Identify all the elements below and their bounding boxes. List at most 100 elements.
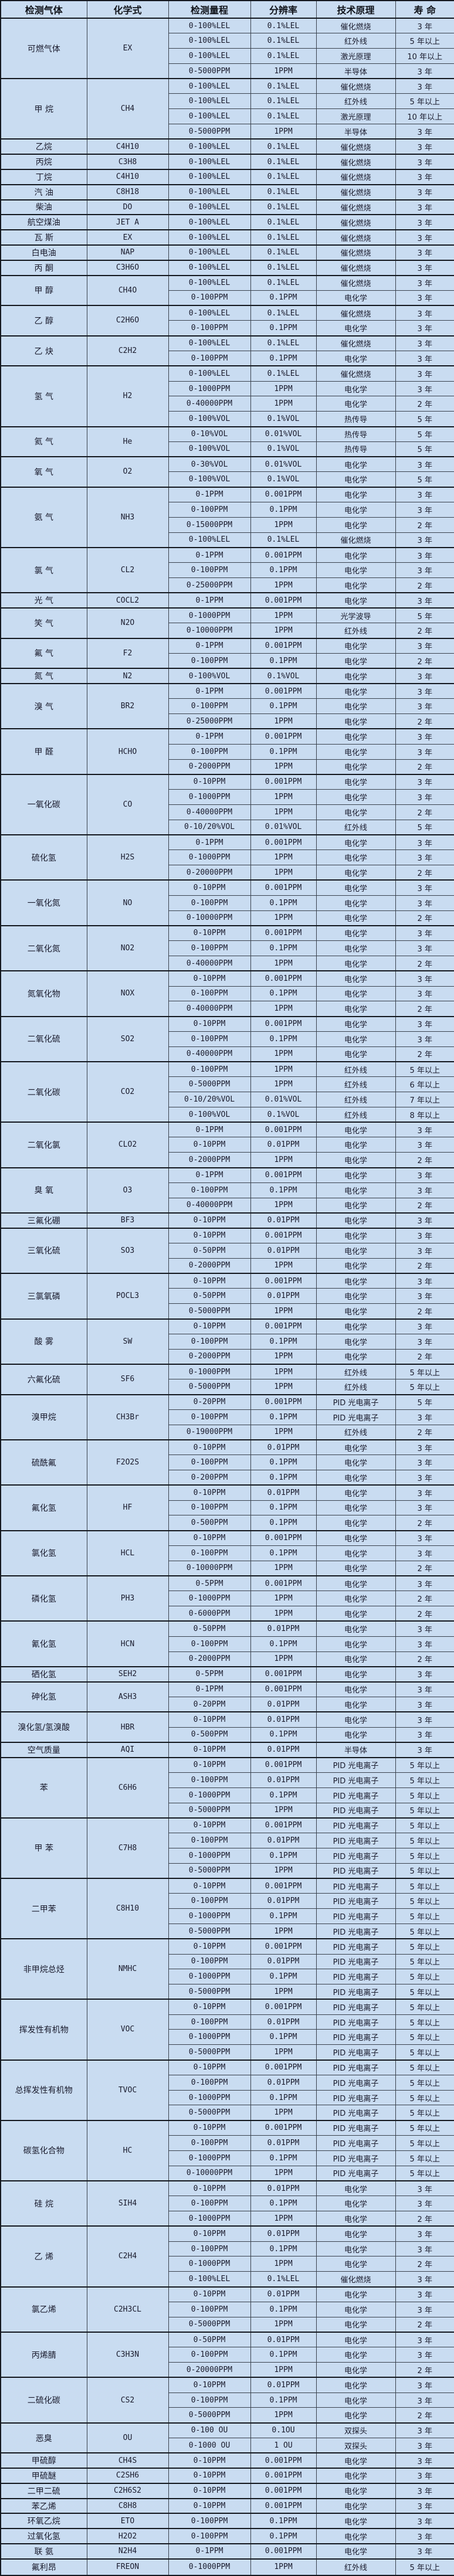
principle-cell: 电化学 xyxy=(316,1318,396,1334)
table-row: 环氧乙烷 ETO 0-100PPM 0.1PPM 电化学 3 年 xyxy=(0,2513,454,2529)
resolution-cell: 1PPM xyxy=(250,516,317,533)
gas-name-cell: 臭 氧 xyxy=(0,1167,87,1214)
lifespan-cell: 5 年以上 xyxy=(395,1833,454,1848)
range-cell: 0-19000PPM xyxy=(168,1424,251,1440)
gas-formula-cell: C2H6O xyxy=(86,305,169,337)
gas-formula-cell: TVOC xyxy=(86,2059,169,2121)
gas-formula-cell: NO xyxy=(86,879,169,926)
table-row: 0-10000PPM 1PPM 红外线 2 年 xyxy=(1,623,454,639)
table-row: 0-40000PPM 1PPM 电化学 2 年 xyxy=(1,955,454,971)
lifespan-cell: 3 年 xyxy=(395,1439,454,1456)
range-cell: 0-100PPM xyxy=(168,2241,251,2257)
range-cell: 0-5000PPM xyxy=(168,1984,251,2000)
range-cell: 0-100PPM xyxy=(168,1545,251,1561)
principle-cell: 电化学 xyxy=(316,2301,396,2317)
gas-name-cell: 氯化氢 xyxy=(0,1530,87,1576)
table-row: 0-1000 OU 1 OU 双探头 3 年 xyxy=(1,2438,454,2453)
table-row: 溴 气 BR2 0-1PPM 0.001PPM 电化学 3 年 xyxy=(0,683,454,729)
resolution-cell: 0.001PPM xyxy=(250,2452,317,2469)
gas-name-cell: 硫化氢 xyxy=(0,834,87,881)
table-row: 0-100%LEL 0.1%LEL 红外线 5 年以上 xyxy=(1,93,454,110)
lifespan-cell: 3 年 xyxy=(395,789,454,805)
lifespan-cell: 5 年以上 xyxy=(395,2074,454,2091)
range-cell: 0-1000 OU xyxy=(168,2438,251,2453)
table-row: 0-100PPM 0.1PPM 电化学 3 年 xyxy=(1,320,454,337)
table-row: 0-100%VOL 0.1%VOL 电化学 5 年 xyxy=(1,471,454,488)
lifespan-cell: 5 年以上 xyxy=(395,1908,454,1924)
lifespan-cell: 3 年 xyxy=(395,970,454,987)
lifespan-cell: 3 年 xyxy=(395,124,454,140)
principle-cell: 电化学 xyxy=(316,1212,396,1229)
principle-cell: 电化学 xyxy=(316,1197,396,1214)
lifespan-cell: 8 年以上 xyxy=(395,1106,454,1123)
lifespan-cell: 5 年以上 xyxy=(395,1863,454,1879)
table-row: 氮氧化物 NOX 0-10PPM 0.001PPM 电化学 3 年 xyxy=(0,970,454,1017)
table-row: 0-1000PPM 1PPM 电化学 3 年 xyxy=(1,380,454,397)
table-row: 0-40000PPM 1PPM 电化学 2 年 xyxy=(1,1001,454,1017)
range-cell: 0-10PPM xyxy=(168,925,251,942)
gas-formula-cell: SEH2 xyxy=(86,1666,169,1683)
gas-name-cell: 甲硫醚 xyxy=(0,2468,87,2484)
table-row: 0-5000PPM 1PPM 红外线 6 年以上 xyxy=(1,1076,454,1093)
principle-cell: 电化学 xyxy=(316,879,396,896)
gas-formula-cell: NMHC xyxy=(86,1938,169,2000)
lifespan-cell: 5 年以上 xyxy=(395,2165,454,2181)
resolution-cell: 1PPM xyxy=(250,1984,317,2000)
lifespan-cell: 5 年以上 xyxy=(395,33,454,49)
range-cell: 0-10PPM xyxy=(168,1484,251,1501)
principle-cell: 电化学 xyxy=(316,577,396,593)
table-row: 一氧化碳 CO 0-10PPM 0.001PPM 电化学 3 年 xyxy=(0,773,454,835)
gas-name-cell: 挥发性有机物 xyxy=(0,1999,87,2061)
principle-cell: 电化学 xyxy=(316,1470,396,1486)
table-row: 0-100PPM 0.1PPM 电化学 3 年 xyxy=(1,940,454,956)
lifespan-cell: 3 年 xyxy=(395,1288,454,1304)
principle-cell: 电化学 xyxy=(316,2211,396,2227)
table-row: 0-10/20%VOL 0.01%VOL 红外线 7 年以上 xyxy=(1,1092,454,1107)
table-row: 氦 气 He 0-10%VOL 0.01%VOL 热传导 5 年 xyxy=(0,426,454,457)
gas-name-cell: 一氧化碳 xyxy=(0,773,87,835)
lifespan-cell: 3 年 xyxy=(395,1545,454,1561)
principle-cell: 电化学 xyxy=(316,925,396,942)
table-row: 0-1000PPM 0.1PPM PID 光电离子 5 年以上 xyxy=(1,1969,454,1985)
gas-name-cell: 二氧化碳 xyxy=(0,1061,87,1123)
resolution-cell: 0.001PPM xyxy=(250,2059,317,2075)
resolution-cell: 0.1%LEL xyxy=(250,365,317,382)
table-row: 0-100PPM 0.01PPM PID 光电离子 5 年以上 xyxy=(1,1833,454,1848)
gas-name-cell: 乙 烯 xyxy=(0,2225,87,2288)
range-cell: 0-1PPM xyxy=(168,728,251,745)
gas-formula-cell: CS2 xyxy=(86,2377,169,2424)
gas-formula-cell: SW xyxy=(86,1318,169,1365)
principle-cell: PID 光电离子 xyxy=(316,1878,396,1894)
resolution-cell: 0.01PPM xyxy=(250,1137,317,1153)
resolution-cell: 0.1%VOL xyxy=(250,441,317,457)
principle-cell: 电化学 xyxy=(316,1530,396,1546)
resolution-cell: 0.01PPM xyxy=(250,1711,317,1728)
lifespan-cell: 2 年 xyxy=(395,865,454,881)
gas-name-cell: 氟化氢 xyxy=(0,1484,87,1531)
lifespan-cell: 3 年 xyxy=(395,1575,454,1592)
table-row: 丙 酮 C3H6O 0-100%LEL 0.1%LEL 催化燃烧 3 年 xyxy=(0,259,454,276)
lifespan-cell: 5 年以上 xyxy=(395,1847,454,1864)
lifespan-cell: 2 年 xyxy=(395,1515,454,1531)
gas-name-cell: 可燃气体 xyxy=(0,17,87,79)
resolution-cell: 0.1%LEL xyxy=(250,199,317,215)
principle-cell: 电化学 xyxy=(316,1182,396,1198)
range-cell: 0-10PPM xyxy=(168,1999,251,2015)
lifespan-cell: 3 年 xyxy=(395,18,454,34)
principle-cell: PID 光电离子 xyxy=(316,1847,396,1864)
resolution-cell: 0.001PPM xyxy=(250,773,317,790)
resolution-cell: 0.001PPM xyxy=(250,1167,317,1183)
gas-formula-cell: NO2 xyxy=(86,925,169,971)
table-row: 0-10000PPM 1PPM PID 光电离子 5 年以上 xyxy=(1,2165,454,2181)
range-cell: 0-2000PPM xyxy=(168,1152,251,1168)
resolution-cell: 0.1%LEL xyxy=(250,2271,317,2288)
table-row: 碳氢化合物 HC 0-10PPM 0.001PPM PID 光电离子 5 年以上 xyxy=(0,2119,454,2181)
range-cell: 0-1000PPM xyxy=(168,2150,251,2166)
gas-name-cell: 二硫化碳 xyxy=(0,2377,87,2424)
table-row: 乙 醇 C2H6O 0-100%LEL 0.1%LEL 催化燃烧 3 年 xyxy=(0,305,454,337)
resolution-cell: 1PPM xyxy=(250,124,317,140)
range-cell: 0-40000PPM xyxy=(168,804,251,820)
lifespan-cell: 3 年 xyxy=(395,2528,454,2544)
resolution-cell: 1PPM xyxy=(250,804,317,820)
lifespan-cell: 3 年 xyxy=(395,229,454,246)
